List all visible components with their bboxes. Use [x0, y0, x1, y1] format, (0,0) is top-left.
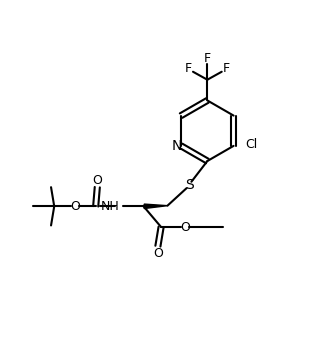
Text: O: O	[180, 220, 190, 234]
Text: N: N	[171, 139, 182, 153]
Text: NH: NH	[101, 200, 120, 213]
Text: O: O	[70, 200, 80, 213]
Text: F: F	[223, 62, 230, 75]
Polygon shape	[144, 204, 167, 209]
Text: F: F	[204, 52, 211, 66]
Text: S: S	[185, 178, 194, 192]
Text: O: O	[93, 174, 102, 187]
Text: Cl: Cl	[245, 138, 257, 151]
Text: F: F	[185, 62, 192, 75]
Text: O: O	[153, 247, 163, 260]
